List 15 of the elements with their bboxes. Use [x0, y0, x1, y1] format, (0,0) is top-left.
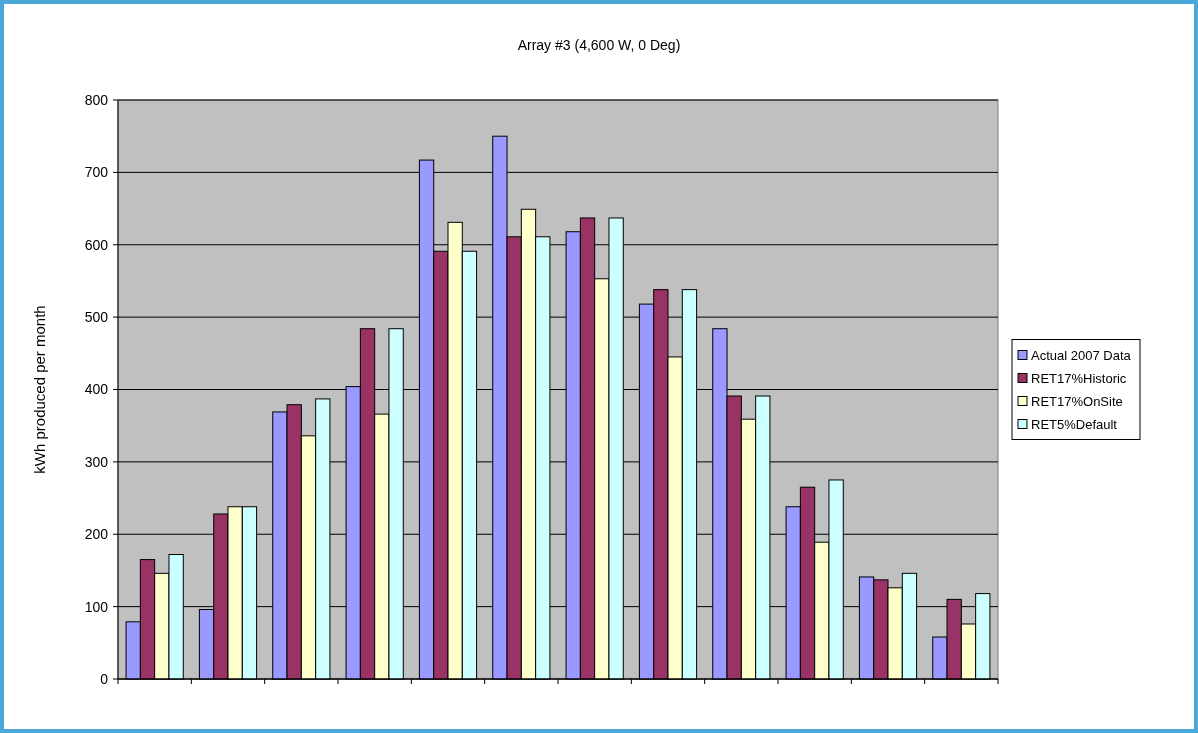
y-tick-label: 100 — [84, 598, 109, 615]
chart-title: Array #3 (4,600 W, 0 Deg) — [517, 37, 681, 53]
y-tick-label: 700 — [84, 164, 109, 181]
legend-label: RET5%Default — [1031, 416, 1118, 432]
legend-label: RET17%Historic — [1031, 370, 1127, 386]
y-axis-title: kWh produced per month — [31, 305, 48, 474]
y-tick-label: 200 — [84, 526, 109, 543]
y-tick-label: 600 — [84, 236, 109, 253]
y-tick-label: 800 — [84, 91, 109, 108]
legend-label: RET17%OnSite — [1031, 393, 1123, 409]
y-tick-label: 500 — [84, 309, 109, 326]
y-tick-label: 0 — [100, 670, 109, 687]
legend-label: Actual 2007 Data — [1031, 347, 1132, 363]
y-tick-label: 300 — [84, 453, 109, 470]
y-tick-label: 400 — [84, 381, 109, 398]
